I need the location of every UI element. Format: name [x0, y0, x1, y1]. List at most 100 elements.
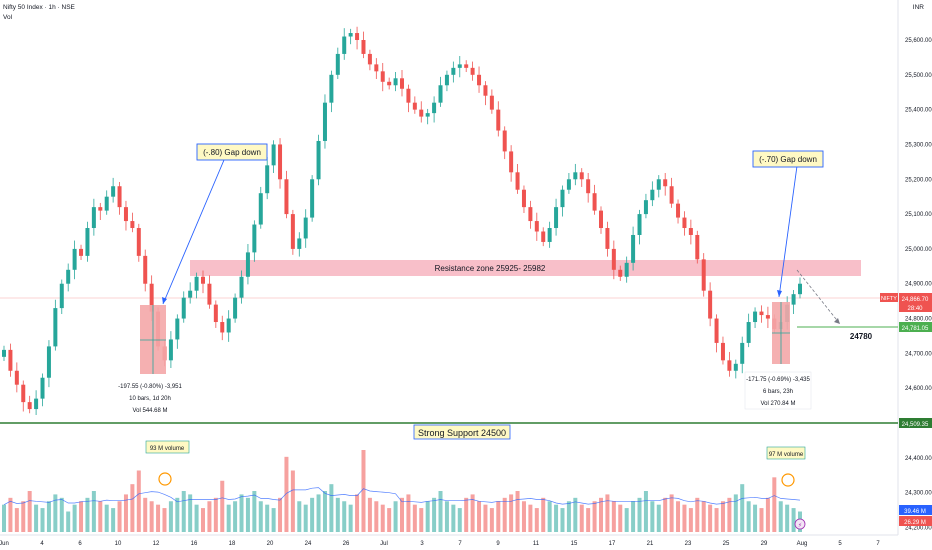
- volume-bar: [201, 508, 205, 532]
- candle: [335, 47, 340, 79]
- candle: [329, 70, 334, 113]
- candle: [643, 193, 648, 219]
- volume-bar: [85, 497, 90, 532]
- y-tick-label: 24,900.00: [905, 282, 932, 288]
- gap2-arrow-line: [778, 165, 798, 298]
- volume-bar: [175, 497, 180, 532]
- event-lightning-icon[interactable]: [794, 518, 806, 530]
- candle: [194, 272, 199, 299]
- volume-bar: [194, 504, 199, 532]
- candle: [348, 28, 353, 45]
- candle: [534, 212, 539, 241]
- x-tick-label: 29: [761, 541, 768, 547]
- y-tick-label: 25,200.00: [905, 177, 932, 183]
- volume-bar: [34, 504, 39, 532]
- volume-bar: [720, 501, 725, 532]
- candle: [688, 219, 693, 245]
- volume-bar: [599, 497, 603, 532]
- candle: [656, 175, 661, 198]
- candle: [123, 200, 128, 231]
- volume-bar: [515, 491, 520, 532]
- y-tick-label: 25,300.00: [905, 142, 932, 148]
- x-tick-label: 12: [153, 541, 160, 547]
- resistance-zone[interactable]: [190, 260, 861, 276]
- vol1-label-box: [145, 440, 190, 454]
- volume-bar: [290, 470, 295, 532]
- volume-bar: [322, 491, 327, 532]
- volume-bar: [181, 491, 186, 532]
- volume-bar: [425, 501, 430, 532]
- measure-2-change: -171.75 (-0.69%) -3,435: [746, 377, 810, 383]
- y-tick-label: 24,800.00: [905, 317, 932, 323]
- volume-bar: [59, 497, 64, 532]
- bar-countdown: 28:40: [907, 306, 923, 312]
- y-tick-label: 25,500.00: [905, 73, 932, 79]
- candle: [117, 182, 122, 215]
- candle: [239, 270, 244, 304]
- volume-bar: [733, 494, 738, 532]
- volume-bar: [348, 504, 353, 532]
- volume-bar: [136, 470, 141, 532]
- y-tick-label: 25,400.00: [905, 108, 932, 114]
- volume-bar: [310, 497, 315, 532]
- candle: [252, 220, 257, 262]
- volume-bar: [14, 508, 19, 532]
- volume-bar: [265, 504, 270, 532]
- x-tick-label: 26: [343, 541, 350, 547]
- volume-bar: [534, 508, 539, 532]
- candle: [46, 340, 51, 388]
- candle: [650, 181, 655, 207]
- measure-2-bars: 6 bars, 23h: [763, 389, 793, 395]
- candle: [367, 49, 372, 71]
- volume-bar: [53, 494, 58, 532]
- gap1-callout-box[interactable]: [196, 143, 268, 161]
- candle: [798, 277, 802, 299]
- candle: [611, 240, 616, 280]
- volume-bar: [412, 504, 417, 532]
- candle: [695, 230, 700, 264]
- volume-bar: [624, 508, 629, 532]
- measure-2-volume: Vol 270.84 M: [760, 401, 795, 407]
- volume-bar: [284, 456, 289, 532]
- volume-bar: [329, 484, 334, 532]
- x-tick-label: 15: [571, 541, 578, 547]
- volume-bar: [489, 508, 494, 532]
- volume-bar: [252, 491, 257, 532]
- candle: [278, 138, 283, 189]
- volume-bar: [521, 501, 526, 532]
- volume-ma-tag: [899, 505, 932, 515]
- candle: [393, 72, 398, 92]
- volume-bar: [740, 484, 745, 532]
- gap1-arrow-line: [162, 159, 225, 305]
- currency-label: INR: [912, 4, 924, 11]
- candle: [753, 307, 758, 328]
- volume-bar: [245, 497, 250, 532]
- volume-bar: [2, 504, 6, 532]
- volume-bar: [143, 497, 148, 532]
- candle: [188, 282, 193, 304]
- last-price-tag: [899, 293, 932, 312]
- volume-bar: [400, 497, 404, 532]
- gap2-callout-box[interactable]: [752, 150, 824, 168]
- volume-bar: [271, 508, 276, 532]
- volume-bar: [21, 501, 26, 532]
- x-tick-label: 10: [115, 541, 122, 547]
- y-tick-label: 24,600.00: [905, 386, 932, 392]
- vol1-label: 93 M volume: [150, 446, 185, 452]
- volume-bar: [40, 508, 45, 532]
- candle: [663, 173, 668, 196]
- candle: [457, 56, 462, 78]
- gap2-arrow-head: [777, 290, 782, 297]
- volume-bar: [220, 480, 225, 532]
- volume-bar: [104, 504, 109, 532]
- volume-bar: [778, 501, 783, 532]
- candle: [599, 206, 603, 234]
- measure-label-2-bg: [744, 371, 812, 410]
- volume-bar: [631, 501, 636, 532]
- support-label-box: [413, 424, 511, 440]
- candle: [380, 62, 385, 92]
- volume-bar: [207, 501, 212, 532]
- candle: [258, 186, 263, 229]
- volume-bar: [605, 494, 610, 532]
